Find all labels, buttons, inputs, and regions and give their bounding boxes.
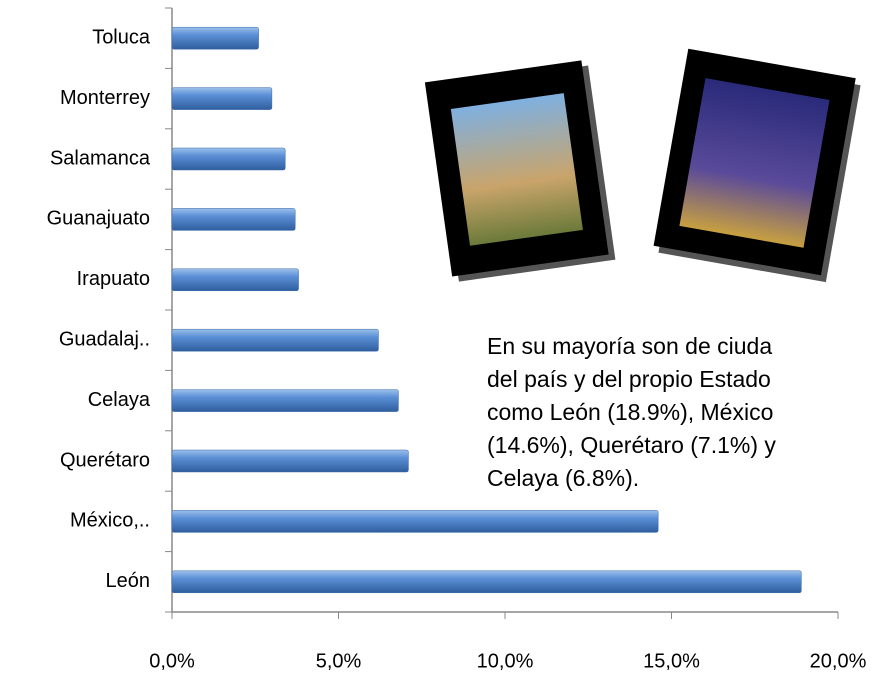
annotation-line: Celaya (6.8%). (487, 465, 639, 491)
bar (171, 328, 379, 352)
bar (171, 268, 299, 292)
bar (171, 449, 409, 473)
y-tick-label: México,.. (70, 510, 150, 532)
x-tick-label: 10,0% (477, 650, 534, 672)
x-tick-label: 20,0% (810, 650, 867, 672)
photo (424, 60, 616, 282)
bar (171, 26, 259, 50)
x-tick-label: 15,0% (643, 650, 700, 672)
x-tick-label: 5,0% (316, 650, 362, 672)
y-tick-label: León (106, 570, 151, 592)
photo (653, 48, 861, 283)
y-tick-label: Guanajuato (47, 208, 150, 230)
y-tick-label: Irapuato (77, 268, 150, 290)
bar (171, 208, 296, 231)
bar (171, 389, 399, 412)
y-tick-label: Toluca (92, 26, 151, 48)
y-tick-label: Guadalaj.. (59, 328, 150, 350)
y-tick-label: Monterrey (60, 87, 150, 109)
annotation-line: como León (18.9%), México (487, 399, 773, 425)
x-tick-label: 0,0% (149, 650, 195, 672)
bar (171, 510, 659, 533)
y-tick-label: Salamanca (50, 147, 151, 169)
y-tick-label: Celaya (88, 389, 151, 411)
y-tick-label: Querétaro (60, 449, 150, 471)
bar (171, 147, 286, 171)
bar (171, 570, 802, 594)
bar (171, 87, 273, 110)
annotation-line: En su mayoría son de ciuda (487, 333, 772, 359)
annotation-line: del país y del propio Estado (487, 366, 771, 392)
annotation-line: (14.6%), Querétaro (7.1%) y (487, 432, 776, 458)
